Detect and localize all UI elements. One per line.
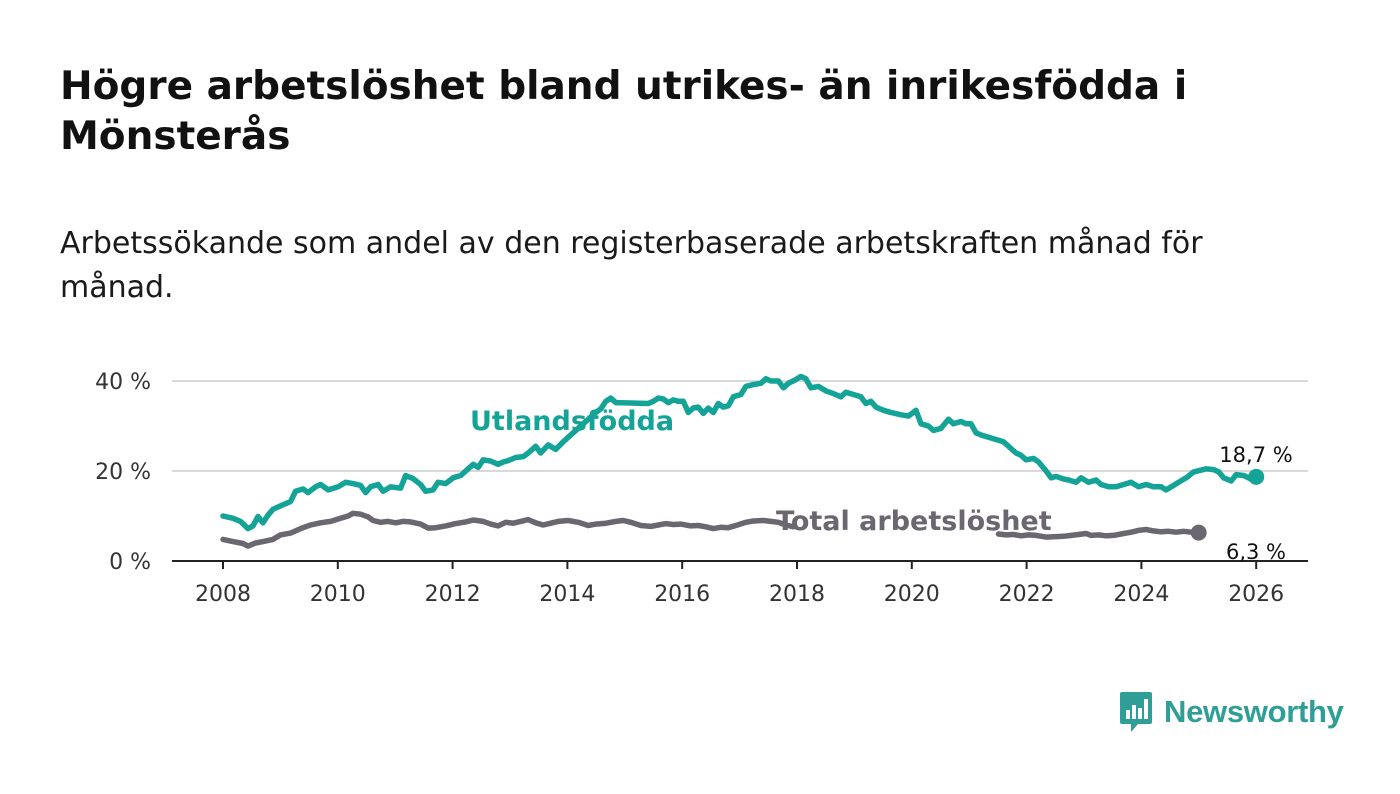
newsworthy-logo: Newsworthy xyxy=(1118,690,1344,734)
series-end-markers xyxy=(1190,468,1265,541)
x-tick-label-2026: 2026 xyxy=(1228,582,1284,607)
y-axis-ticks: 0 % 20 % 40 % xyxy=(95,370,151,575)
series-label-total: Total arbetslöshet xyxy=(776,506,1052,537)
x-tick-label-2022: 2022 xyxy=(999,582,1055,607)
newsworthy-logo-icon xyxy=(1120,692,1152,732)
grid-lines xyxy=(172,380,1308,472)
end-value-utlandsfodda: 18,7 % xyxy=(1219,443,1292,467)
series-line-total-segment-1 xyxy=(995,526,1202,540)
series-label-utlandsfodda: Utlandsfödda xyxy=(470,406,674,437)
chart-subtitle: Arbetssökande som andel av den registerb… xyxy=(60,226,1203,305)
series-line-utlandsfodda-segment-0 xyxy=(220,373,1259,532)
end-marker-utlandsfodda xyxy=(1248,468,1265,485)
y-tick-label-20: 20 % xyxy=(95,460,151,485)
x-tick-label-2016: 2016 xyxy=(654,582,710,607)
x-tick-label-2018: 2018 xyxy=(769,582,825,607)
y-tick-label-0: 0 % xyxy=(109,550,151,575)
end-value-total: 6,3 % xyxy=(1226,540,1286,564)
series-line-total-segment-0 xyxy=(220,510,797,549)
chart-title: Högre arbetslöshet bland utrikes- än inr… xyxy=(60,64,1188,159)
x-tick-label-2008: 2008 xyxy=(195,582,251,607)
x-tick-label-2014: 2014 xyxy=(539,582,595,607)
x-tick-label-2010: 2010 xyxy=(310,582,366,607)
series-lines xyxy=(220,373,1259,549)
x-tick-label-2012: 2012 xyxy=(425,582,481,607)
end-marker-total xyxy=(1190,524,1207,541)
newsworthy-logo-text: Newsworthy xyxy=(1164,694,1344,729)
x-tick-label-2020: 2020 xyxy=(884,582,940,607)
x-axis-ticks: 2008 2010 2012 2014 2016 2018 2020 2022 2024 2026 xyxy=(195,561,1284,607)
x-tick-label-2024: 2024 xyxy=(1113,582,1169,607)
y-tick-label-40: 40 % xyxy=(95,370,151,395)
